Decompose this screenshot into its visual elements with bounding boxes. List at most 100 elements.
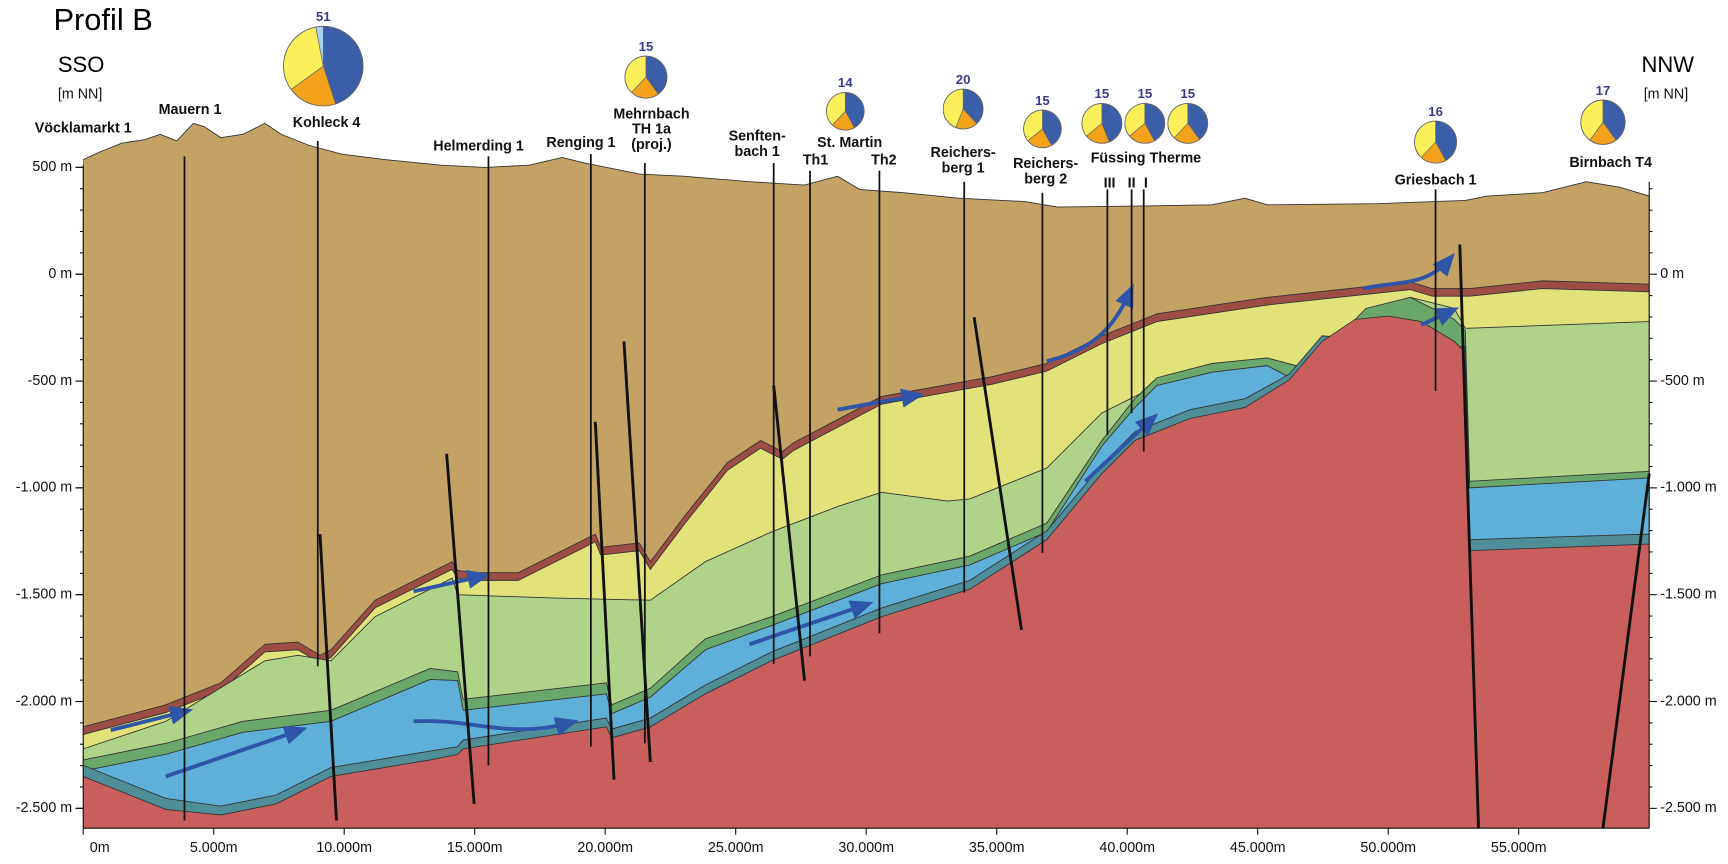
- well-label: Reichers-: [1013, 156, 1078, 172]
- pie-slice: [1580, 99, 1604, 141]
- well-label: Griesbach 1: [1395, 172, 1477, 188]
- pie-count: 17: [1596, 83, 1611, 98]
- pie-slice: [1414, 120, 1436, 158]
- fault: [445, 453, 476, 805]
- pie-slice: [290, 65, 336, 106]
- x-tick-label: 25.000m: [708, 840, 764, 856]
- direction-left: SSO: [58, 52, 105, 77]
- pie-count: 16: [1428, 104, 1443, 119]
- y-tick-label: -2.000 m: [16, 693, 72, 709]
- x-tick-label: 35.000m: [969, 840, 1025, 856]
- x-tick-label: 40.000m: [1099, 840, 1155, 856]
- flow-arrow: [1420, 307, 1460, 327]
- pie-slice: [1435, 120, 1457, 161]
- x-tick-label: 10.000m: [316, 840, 372, 856]
- pie-slice: [645, 55, 668, 95]
- pie-slice: [1187, 103, 1208, 140]
- x-tick-label: 50.000m: [1360, 840, 1416, 856]
- fault: [1458, 244, 1480, 829]
- well-label: Kohleck 4: [293, 115, 361, 131]
- pie-count: 14: [838, 75, 853, 90]
- pie-slice: [826, 92, 846, 126]
- unit-right: [m NN]: [1644, 86, 1688, 102]
- y-tick-label-right: -1.000 m: [1660, 480, 1716, 496]
- well-label: Th1: [803, 153, 828, 169]
- y-tick-label-right: -500 m: [1660, 373, 1705, 389]
- well-label: Th2: [871, 153, 896, 169]
- flow-arrow: [413, 569, 491, 594]
- well-label: TH 1a: [632, 122, 672, 138]
- well-label: II: [1128, 176, 1136, 192]
- pie-slice: [962, 88, 984, 124]
- y-tick-label-right: -1.500 m: [1660, 586, 1716, 602]
- pie-slice: [624, 55, 647, 93]
- well-label: berg 1: [942, 160, 985, 176]
- pie-count: 15: [1137, 86, 1152, 101]
- y-tick-label: -500 m: [28, 373, 73, 389]
- pie-slice: [943, 88, 964, 128]
- x-tick-label: 0m: [90, 840, 110, 856]
- y-tick-label-right: 0 m: [1660, 266, 1684, 282]
- unit-left: [m NN]: [58, 86, 102, 102]
- fault: [772, 385, 806, 681]
- pie-slice: [1042, 109, 1062, 146]
- x-tick-label: 55.000m: [1491, 840, 1547, 856]
- y-tick-label: -2.500 m: [16, 800, 72, 816]
- flow-arrow: [165, 726, 308, 779]
- flow-arrow: [1046, 283, 1134, 364]
- y-tick-label: -1.500 m: [16, 586, 72, 602]
- strata: [83, 122, 1650, 829]
- well-label: Mehrnbach: [613, 106, 689, 122]
- fault: [1601, 473, 1651, 829]
- well-label: Mauern 1: [159, 102, 222, 118]
- flow-arrow: [1362, 252, 1455, 291]
- pie-slice: [315, 26, 324, 67]
- y-tick-label: 0 m: [48, 266, 72, 282]
- fault: [593, 421, 616, 780]
- x-tick-label: 20.000m: [577, 840, 633, 856]
- pie-count: 15: [1180, 86, 1195, 101]
- pie-slice: [1023, 109, 1043, 142]
- pie-count: 15: [1035, 93, 1050, 108]
- pie-slice: [1081, 103, 1103, 137]
- well-label: Renging 1: [546, 135, 615, 151]
- fault: [622, 341, 652, 763]
- flow-arrow: [837, 388, 925, 412]
- pie-count: 15: [639, 39, 654, 54]
- well-label: Vöcklamarkt 1: [35, 121, 132, 137]
- x-tick-label: 45.000m: [1230, 840, 1286, 856]
- well-label: Füssing Therme: [1091, 150, 1201, 166]
- title: Profil B: [53, 2, 152, 37]
- pie-slice: [283, 26, 324, 90]
- flow-arrow: [110, 705, 194, 733]
- flow-arrow: [413, 717, 579, 736]
- well-label: Helmerding 1: [433, 138, 524, 154]
- fault: [972, 316, 1023, 631]
- pie-slice: [1167, 103, 1189, 139]
- pie-slice: [1144, 103, 1165, 142]
- pie-slice: [322, 26, 364, 105]
- y-tick-label-right: -2.000 m: [1660, 693, 1716, 709]
- y-tick-label-right: -2.500 m: [1660, 800, 1716, 816]
- pie-slice: [1602, 99, 1626, 141]
- x-tick-label: 5.000m: [190, 840, 238, 856]
- well-label: bach 1: [735, 144, 780, 160]
- y-tick-label: -1.000 m: [16, 480, 72, 496]
- fault: [318, 534, 338, 821]
- pie-slice: [844, 92, 865, 129]
- pie-count: 20: [956, 72, 971, 87]
- pie-slice: [1101, 103, 1122, 143]
- flow-arrow: [748, 600, 874, 647]
- x-tick-label: 15.000m: [447, 840, 503, 856]
- well-label: Senften-: [729, 128, 786, 144]
- pie-slice: [1124, 103, 1146, 137]
- x-tick-label: 30.000m: [838, 840, 894, 856]
- well-label: (proj.): [631, 137, 672, 153]
- pie-count: 51: [316, 9, 331, 24]
- pie-count: 15: [1095, 86, 1110, 101]
- well-label: I: [1144, 176, 1148, 192]
- flow-arrow: [1084, 413, 1159, 483]
- well-label: St. Martin: [817, 135, 882, 151]
- well-label: Birnbach T4: [1569, 155, 1652, 171]
